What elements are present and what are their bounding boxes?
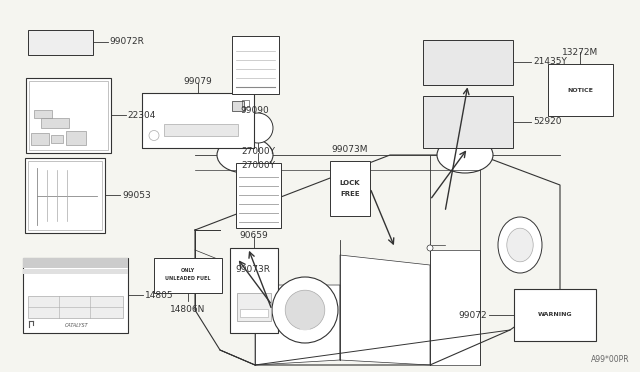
Bar <box>242 99 249 106</box>
Text: LOCK: LOCK <box>340 180 360 186</box>
Text: FREE: FREE <box>340 191 360 197</box>
Polygon shape <box>340 255 430 365</box>
Bar <box>300 322 310 330</box>
Bar <box>423 39 513 84</box>
Text: A99*00PR: A99*00PR <box>591 355 630 364</box>
Bar <box>22 269 127 273</box>
Bar <box>514 289 596 341</box>
Bar <box>33 109 51 118</box>
Ellipse shape <box>437 137 493 173</box>
Text: 99073M: 99073M <box>332 145 368 154</box>
Ellipse shape <box>217 137 273 173</box>
Text: 99072R: 99072R <box>109 38 145 46</box>
Circle shape <box>427 245 433 251</box>
Text: NOTICE: NOTICE <box>567 87 593 93</box>
Text: 27000Y: 27000Y <box>241 161 275 170</box>
Bar <box>65 131 86 144</box>
Text: 90659: 90659 <box>239 231 268 240</box>
Circle shape <box>272 277 338 343</box>
Bar <box>232 36 278 94</box>
Ellipse shape <box>507 228 533 262</box>
Bar <box>29 80 108 150</box>
Text: 27000Y: 27000Y <box>241 148 275 157</box>
Ellipse shape <box>498 217 542 273</box>
Text: 21435Y: 21435Y <box>533 58 567 67</box>
Bar <box>28 29 93 55</box>
Bar <box>28 160 102 230</box>
Text: 99090: 99090 <box>241 106 269 115</box>
Text: 99053: 99053 <box>122 190 151 199</box>
Bar <box>230 247 278 333</box>
Bar <box>142 93 254 148</box>
Text: 52920: 52920 <box>533 118 561 126</box>
Text: 99072: 99072 <box>458 311 487 320</box>
Text: 14806N: 14806N <box>170 305 205 314</box>
Bar <box>547 64 612 116</box>
Bar <box>237 292 271 321</box>
Polygon shape <box>430 250 480 365</box>
Text: 22304: 22304 <box>127 110 156 119</box>
Bar <box>154 257 222 292</box>
Bar <box>22 257 127 333</box>
Text: CATALYST: CATALYST <box>65 323 89 328</box>
Bar <box>232 100 244 110</box>
Bar <box>240 308 268 317</box>
Circle shape <box>243 113 273 143</box>
Polygon shape <box>255 285 340 365</box>
Text: 13272M: 13272M <box>562 48 598 57</box>
Text: WARNING: WARNING <box>538 312 572 317</box>
Bar <box>22 257 127 267</box>
Bar <box>26 77 111 153</box>
Bar <box>28 295 122 317</box>
Text: 99073R: 99073R <box>235 265 270 274</box>
Bar <box>51 135 63 142</box>
Text: UNLEADED FUEL: UNLEADED FUEL <box>165 276 211 282</box>
Bar <box>25 157 105 232</box>
Circle shape <box>285 290 325 330</box>
Bar <box>423 96 513 148</box>
Bar <box>164 124 238 135</box>
Bar <box>236 163 280 228</box>
Bar <box>31 132 49 144</box>
Text: 14805: 14805 <box>145 291 173 299</box>
Bar <box>330 160 370 215</box>
Bar <box>40 118 68 128</box>
Text: 99079: 99079 <box>184 77 212 87</box>
Text: ONLY: ONLY <box>181 269 195 273</box>
